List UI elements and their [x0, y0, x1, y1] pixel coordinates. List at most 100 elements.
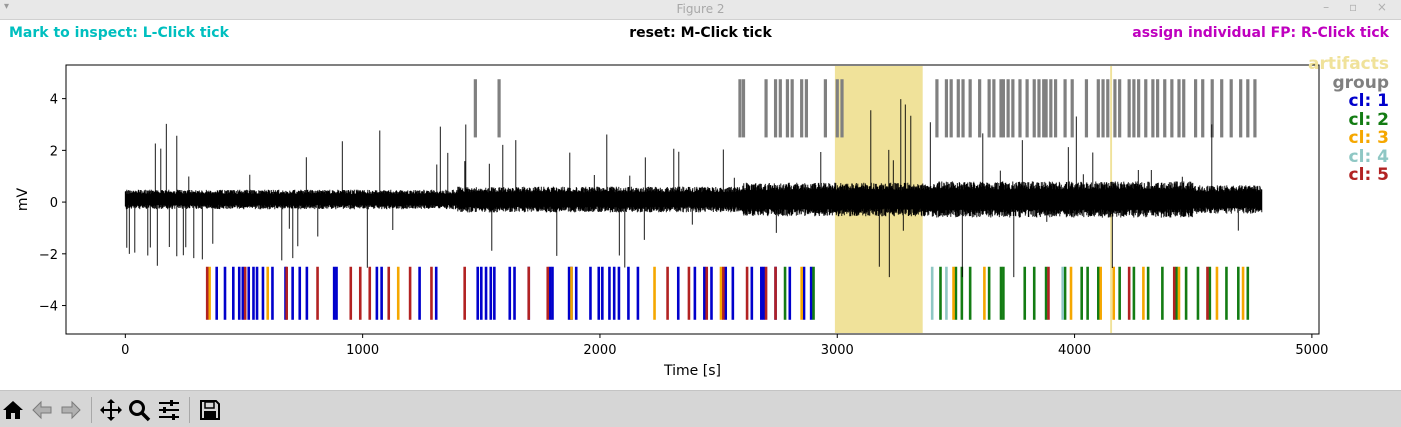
- cluster-tick: [567, 266, 571, 320]
- cluster-tick: [636, 266, 640, 320]
- cluster-tick: [1172, 266, 1176, 320]
- cluster-tick: [463, 266, 466, 320]
- group-tick: [785, 79, 790, 138]
- cluster-tick: [952, 266, 955, 320]
- cluster-tick: [1061, 266, 1065, 320]
- cluster-tick: [252, 266, 255, 320]
- forward-button[interactable]: [58, 397, 84, 423]
- save-button[interactable]: [197, 397, 223, 423]
- group-tick: [1006, 79, 1010, 138]
- y-axis-label: mV: [15, 187, 31, 211]
- cluster-tick: [387, 266, 391, 320]
- cluster-tick: [305, 266, 309, 320]
- window-menu-icon[interactable]: ▾: [4, 1, 10, 12]
- cluster-tick: [1246, 266, 1250, 320]
- group-tick: [823, 79, 827, 138]
- cluster-tick: [484, 266, 488, 320]
- axes-frame: [65, 64, 1320, 335]
- move-icon: [100, 399, 122, 421]
- assign-fp-hint: assign individual FP: R-Click tick: [1132, 25, 1389, 41]
- cluster-tick: [703, 266, 706, 320]
- cluster-tick: [687, 266, 691, 320]
- cluster-tick: [418, 266, 421, 320]
- save-icon: [200, 400, 220, 420]
- cluster-tick: [722, 266, 725, 320]
- cluster-tick: [1086, 266, 1089, 320]
- group-tick: [1025, 79, 1029, 138]
- zoom-icon: [129, 400, 151, 422]
- legend-entry: group: [1332, 72, 1389, 93]
- cluster-tick: [546, 266, 550, 320]
- cluster-tick: [215, 266, 218, 320]
- toolbar-separator: [189, 397, 190, 423]
- cluster-tick: [1118, 266, 1121, 320]
- group-tick: [1049, 79, 1053, 138]
- group-tick: [1001, 79, 1005, 138]
- cluster-tick: [676, 266, 680, 320]
- group-tick: [1163, 79, 1167, 138]
- cluster-tick: [1146, 266, 1150, 320]
- x-axis-label: Time [s]: [663, 363, 721, 379]
- cluster-tick: [271, 266, 274, 320]
- cluster-tick: [241, 266, 245, 320]
- x-tick-label: 3000: [821, 343, 854, 358]
- cluster-tick: [774, 266, 777, 320]
- group-tick: [1201, 79, 1205, 138]
- group-tick: [1118, 79, 1122, 138]
- x-tick-label: 4000: [1058, 343, 1091, 358]
- reset-hint: reset: M-Click tick: [629, 25, 772, 41]
- cluster-tick: [939, 266, 942, 320]
- cluster-tick: [476, 266, 480, 320]
- window-titlebar: ▾ Figure 2 – ▫ ×: [0, 0, 1401, 20]
- cluster-tick: [987, 266, 991, 320]
- group-tick: [738, 79, 742, 138]
- pan-button[interactable]: [98, 397, 124, 423]
- cluster-tick: [375, 266, 379, 320]
- cluster-tick: [750, 266, 754, 320]
- group-tick: [473, 79, 477, 138]
- group-tick: [1210, 79, 1214, 138]
- cluster-tick: [513, 266, 516, 320]
- cluster-tick: [316, 266, 319, 320]
- figure-toolbar: [0, 390, 1401, 427]
- cluster-tick: [762, 266, 765, 320]
- group-tick: [1106, 79, 1110, 138]
- signal-plot[interactable]: 0 1000 2000 3000 4000 5000 −4 −2 0 2 4 Time [s] m…: [0, 0, 1401, 390]
- back-button[interactable]: [29, 397, 55, 423]
- back-arrow-icon: [32, 400, 52, 420]
- x-tick-label: 2000: [583, 343, 616, 358]
- cluster-tick: [396, 266, 400, 320]
- cluster-tick: [719, 266, 723, 320]
- zoom-button[interactable]: [126, 397, 152, 423]
- window-controls[interactable]: – ▫ ×: [1323, 0, 1395, 14]
- home-button[interactable]: [0, 397, 26, 423]
- cluster-tick: [237, 266, 241, 320]
- cluster-tick: [809, 266, 813, 320]
- event-ticks[interactable]: [205, 79, 1257, 320]
- cluster-tick: [1069, 266, 1073, 320]
- group-tick: [956, 79, 960, 138]
- cluster-tick: [1175, 266, 1178, 320]
- cluster-tick: [570, 266, 573, 320]
- cluster-tick: [493, 266, 496, 320]
- group-tick: [1137, 79, 1141, 138]
- cluster-tick: [1184, 266, 1188, 320]
- group-tick: [944, 79, 949, 138]
- configure-button[interactable]: [156, 397, 182, 423]
- group-tick: [1084, 79, 1089, 138]
- cluster-tick: [612, 266, 616, 320]
- group-tick: [1246, 79, 1250, 138]
- cluster-tick: [349, 266, 353, 320]
- cluster-tick: [802, 266, 806, 320]
- legend: artifacts group cl: 1 cl: 2 cl: 3 cl: 4 cl: 5: [1308, 55, 1389, 185]
- cluster-tick: [332, 266, 336, 320]
- cluster-tick: [1206, 266, 1209, 320]
- cluster-tick: [1196, 266, 1200, 320]
- y-tick-label: 4: [50, 93, 58, 108]
- cluster-tick: [430, 266, 433, 320]
- group-tick: [1239, 79, 1243, 138]
- group-tick: [1220, 79, 1224, 138]
- cluster-tick: [1099, 266, 1102, 320]
- group-tick: [987, 79, 991, 138]
- y-tick-label: 0: [50, 196, 58, 211]
